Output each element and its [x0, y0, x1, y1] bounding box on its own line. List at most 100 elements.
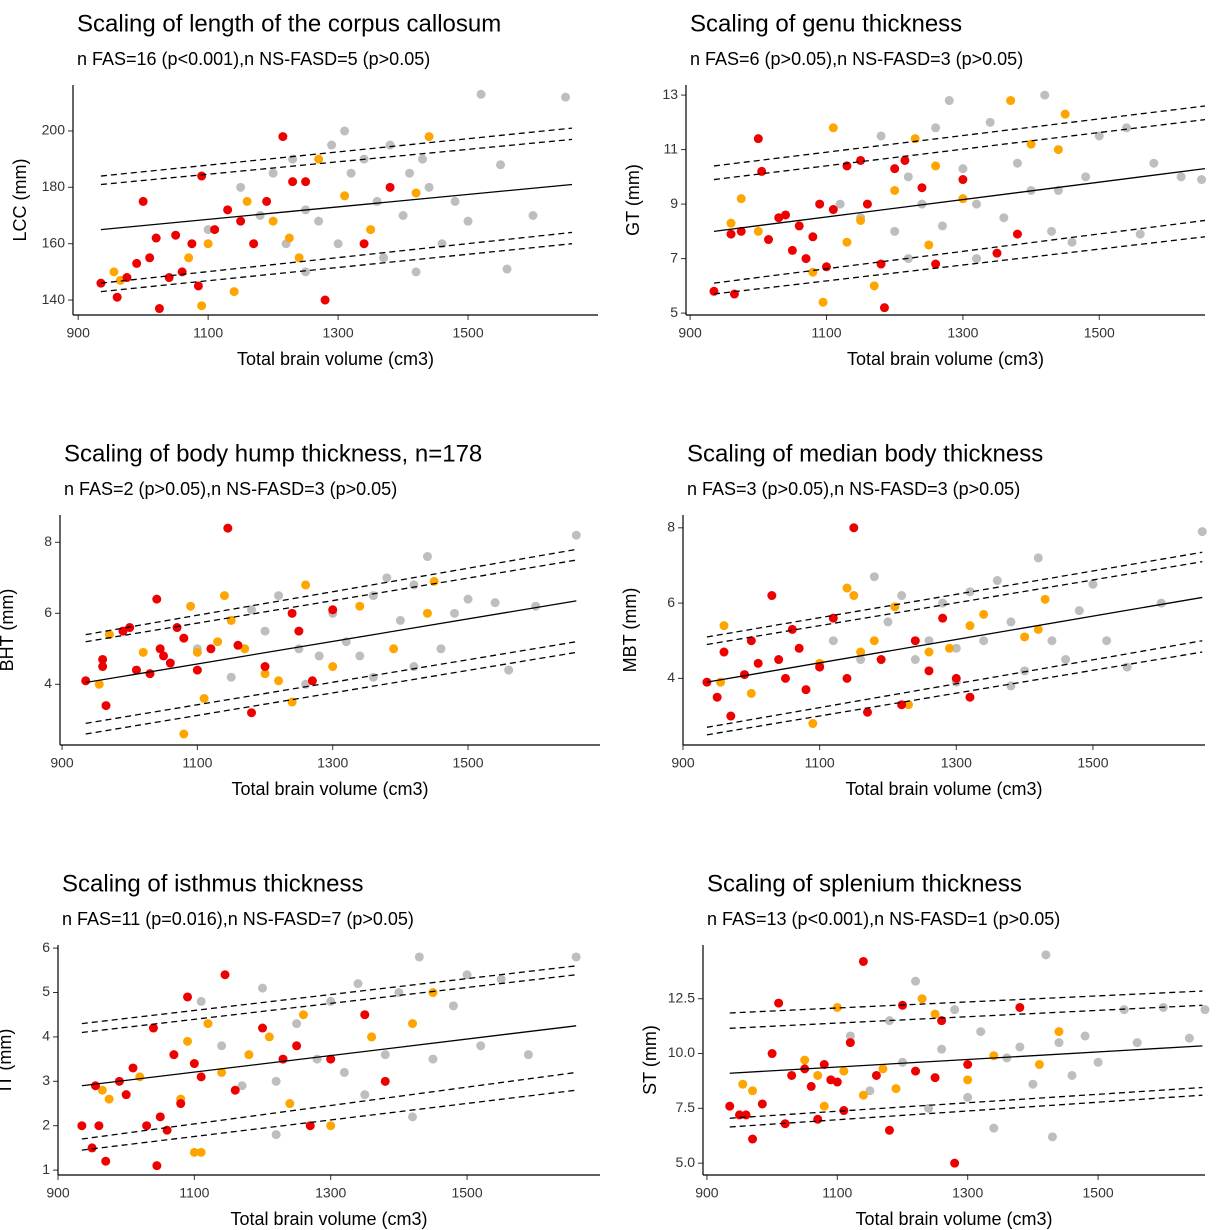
point — [1040, 594, 1050, 604]
point — [1074, 606, 1084, 616]
point — [240, 644, 250, 654]
point — [81, 676, 91, 686]
y-axis-label: MBT (mm) — [620, 588, 640, 673]
point — [917, 183, 927, 193]
point — [890, 226, 900, 236]
point — [171, 230, 181, 240]
point — [264, 1032, 274, 1042]
point — [1047, 636, 1057, 646]
point — [262, 196, 272, 206]
x-tick-label: 1100 — [182, 755, 212, 771]
point — [145, 669, 155, 679]
point — [1149, 158, 1159, 168]
point — [271, 1130, 281, 1140]
x-tick-label: 1500 — [452, 325, 483, 341]
point — [845, 1038, 855, 1048]
point — [414, 952, 424, 962]
point — [172, 623, 182, 633]
point — [924, 636, 934, 646]
point — [135, 1072, 145, 1082]
point — [159, 651, 169, 661]
point — [148, 1023, 158, 1033]
point — [122, 273, 132, 283]
point — [186, 601, 196, 611]
point — [726, 229, 736, 239]
point — [726, 218, 736, 228]
point — [490, 598, 500, 608]
point — [856, 647, 866, 657]
point — [774, 998, 784, 1008]
point — [284, 233, 294, 243]
point — [767, 591, 777, 601]
point — [1054, 1027, 1064, 1037]
point — [368, 672, 378, 682]
point — [436, 644, 446, 654]
point — [884, 1016, 894, 1026]
point — [408, 1112, 418, 1122]
point — [1067, 237, 1077, 247]
x-axis-label: Total brain volume (cm3) — [845, 779, 1042, 799]
point — [944, 643, 954, 653]
point — [424, 132, 434, 142]
point — [965, 621, 975, 631]
point — [950, 1158, 960, 1168]
point — [422, 552, 432, 562]
y-tick-label: 4 — [42, 1028, 50, 1044]
point — [128, 1063, 138, 1073]
point — [164, 273, 174, 283]
point — [104, 1094, 114, 1104]
point — [972, 254, 982, 264]
point — [287, 608, 297, 618]
fit-line — [81, 1025, 577, 1087]
point — [965, 587, 975, 597]
interval-line — [81, 974, 577, 1034]
point — [910, 655, 920, 665]
point — [869, 281, 879, 291]
point — [989, 1123, 999, 1133]
point — [242, 196, 252, 206]
x-axis-label: Total brain volume (cm3) — [230, 1209, 427, 1229]
point — [1033, 624, 1043, 634]
y-tick-label: 4 — [44, 675, 52, 691]
point — [1034, 1059, 1044, 1069]
x-tick-label: 1100 — [193, 325, 223, 341]
point — [979, 636, 989, 646]
point — [328, 662, 338, 672]
point — [985, 117, 995, 127]
point — [719, 621, 729, 631]
point — [801, 254, 811, 264]
point — [152, 594, 162, 604]
point — [931, 123, 941, 133]
fit-line — [706, 596, 1203, 683]
interval-line — [85, 559, 577, 643]
point — [98, 662, 108, 672]
chart-title: Scaling of median body thickness — [687, 440, 1043, 467]
point — [260, 626, 270, 636]
point — [312, 1054, 322, 1064]
point — [418, 154, 428, 164]
point — [145, 253, 155, 263]
y-axis-label: GT (mm) — [623, 164, 643, 236]
point — [112, 292, 122, 302]
point — [787, 624, 797, 634]
point — [819, 1101, 829, 1111]
point — [858, 1090, 868, 1100]
interval-line — [100, 138, 573, 186]
point — [237, 1081, 247, 1091]
y-tick-label: 5 — [42, 983, 50, 999]
point — [476, 89, 486, 99]
point — [930, 1073, 940, 1083]
point — [808, 232, 818, 242]
interval-line — [100, 127, 573, 177]
point — [849, 591, 859, 601]
y-tick-label: 9 — [670, 195, 678, 211]
point — [764, 235, 774, 245]
point — [326, 1054, 336, 1064]
point — [411, 267, 421, 277]
point — [884, 1125, 894, 1135]
point — [1020, 632, 1030, 642]
point — [1060, 109, 1070, 119]
x-axis-label: Total brain volume (cm3) — [847, 349, 1044, 369]
point — [1122, 123, 1132, 133]
